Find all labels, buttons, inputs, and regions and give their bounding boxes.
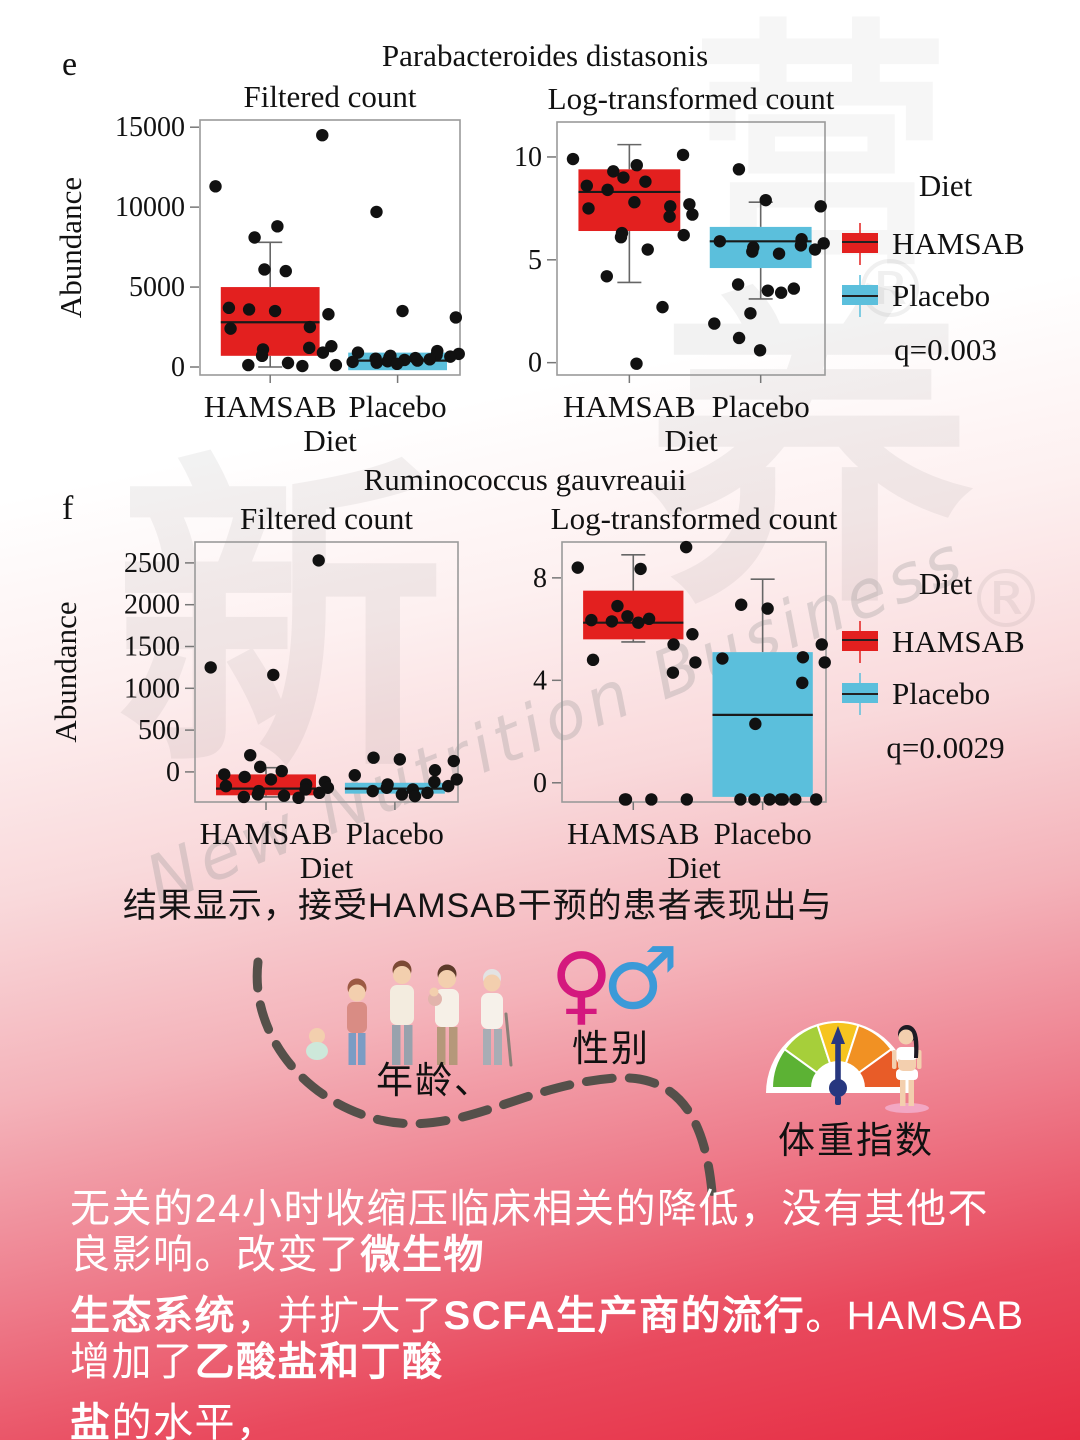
svg-text:2000: 2000: [124, 590, 180, 621]
points-hamsab: [566, 148, 699, 370]
svg-text:5: 5: [528, 245, 542, 276]
svg-text:Placebo: Placebo: [346, 816, 444, 851]
svg-text:Diet: Diet: [664, 423, 718, 458]
svg-text:Diet: Diet: [303, 423, 357, 458]
boxplot-f-log-transformed-count: Log-transformed count 0 4 8 HAMSAB PlaceboDie…: [533, 505, 838, 880]
panel-f-legend: Diet HAMSAB Placebo q=0.0029: [838, 566, 1053, 766]
legend-label: HAMSAB: [892, 624, 1025, 659]
age-label: 年龄、: [376, 1060, 493, 1101]
svg-text:2500: 2500: [124, 548, 180, 579]
points-placebo: [348, 751, 463, 803]
highlighted-term: 盐: [70, 1401, 112, 1440]
legend-item-hamsab: HAMSAB: [838, 616, 1053, 668]
panel-e-legend: Diet HAMSAB Placebo q=0.003: [838, 168, 1053, 368]
svg-text:1000: 1000: [124, 673, 180, 704]
svg-text:0: 0: [171, 352, 185, 383]
svg-text:HAMSAB: HAMSAB: [204, 389, 337, 424]
legend-item-placebo: Placebo: [838, 270, 1053, 322]
svg-text:Abundance: Abundance: [50, 601, 83, 742]
points-placebo: [329, 205, 465, 372]
svg-text:500: 500: [138, 715, 180, 746]
svg-text:15000: 15000: [115, 112, 185, 143]
woman-on-scale-icon: [885, 1025, 929, 1113]
svg-text:Diet: Diet: [667, 850, 721, 880]
placebo-boxplot-swatch-icon: [842, 275, 878, 317]
svg-text:Diet: Diet: [300, 850, 354, 880]
body-text: 。HAMSAB增加了: [70, 1294, 1025, 1384]
caption-text: 结果显示，接受HAMSAB干预的患者表现出与: [123, 887, 833, 925]
box-placebo: [709, 226, 812, 269]
svg-text:Placebo: Placebo: [712, 389, 810, 424]
svg-text:Log-transformed count: Log-transformed count: [548, 81, 835, 116]
highlighted-term: 乙酸盐和丁酸: [194, 1340, 444, 1384]
points-hamsab: [571, 540, 702, 806]
svg-text:0: 0: [528, 348, 542, 379]
body-text: 无关的24小时收缩压临床相关的降低，没有其他不良影响。改变了: [70, 1187, 989, 1277]
svg-text:5000: 5000: [129, 272, 185, 303]
body-text: ，并扩大了: [236, 1294, 444, 1338]
points-placebo: [716, 598, 831, 806]
legend-label: Placebo: [892, 278, 991, 313]
dashed-curve: [252, 957, 717, 1197]
legend-item-placebo: Placebo: [838, 668, 1053, 720]
box-placebo: [712, 652, 813, 797]
bottom-text-line: 盐的水平，: [70, 1400, 1030, 1440]
legend-label: Placebo: [892, 676, 991, 711]
svg-text:10: 10: [514, 142, 542, 173]
legend-item-hamsab: HAMSAB: [838, 218, 1053, 270]
points-hamsab: [209, 128, 338, 373]
svg-text:1500: 1500: [124, 632, 180, 663]
body-text: 的水平，: [111, 1401, 278, 1440]
svg-text:Filtered count: Filtered count: [243, 80, 416, 114]
bottom-text-line: 无关的24小时收缩压临床相关的降低，没有其他不良影响。改变了微生物: [70, 1186, 1030, 1278]
svg-text:HAMSAB: HAMSAB: [563, 389, 696, 424]
bmi-label: 体重指数: [778, 1120, 934, 1161]
legend-title: Diet: [918, 566, 973, 601]
svg-text:Filtered count: Filtered count: [240, 505, 413, 536]
points-hamsab: [204, 554, 335, 805]
female-icon: ♀: [550, 935, 613, 1035]
bottom-text-line: 生态系统，并扩大了SCFA生产商的流行。HAMSAB增加了乙酸盐和丁酸: [70, 1293, 1030, 1385]
boxplot-e-log-transformed-count: Log-transformed count 0 5 10 HAMSAB PlaceboDi…: [514, 81, 835, 458]
bottom-paragraph: 无关的24小时收缩压临床相关的降低，没有其他不良影响。改变了微生物 生态系统，并扩…: [70, 1186, 1030, 1440]
hamsab-boxplot-swatch-icon: [842, 621, 878, 663]
placebo-boxplot-swatch-icon: [842, 673, 878, 715]
boxplot-f-filtered-count: Filtered count 0 500 1000 1500 2000 2500 Abunda…: [50, 505, 463, 880]
svg-text:8: 8: [533, 563, 547, 594]
panel-letter-f: f: [62, 490, 74, 527]
panel-letter-e: e: [62, 46, 78, 83]
panel-e-title: Parabacteroides distasonis: [381, 38, 709, 73]
legend-label: HAMSAB: [892, 226, 1025, 261]
highlighted-term: 生态系统: [70, 1294, 236, 1338]
highlighted-term: 微生物: [360, 1233, 485, 1277]
male-icon: ♂: [602, 929, 680, 1029]
svg-text:HAMSAB: HAMSAB: [567, 816, 700, 851]
age-people-icon: [306, 960, 513, 1067]
boxplot-e-filtered-count: Filtered count 0 5000 10000 15000 Abundance HA…: [55, 80, 465, 458]
q-value: q=0.003: [894, 332, 997, 367]
svg-text:Placebo: Placebo: [349, 389, 447, 424]
points-placebo: [708, 163, 830, 357]
svg-text:0: 0: [533, 768, 547, 799]
hamsab-boxplot-swatch-icon: [842, 223, 878, 265]
q-value: q=0.0029: [886, 730, 1005, 765]
legend-title: Diet: [918, 168, 973, 203]
panel-f-title: Ruminococcus gauvreauii: [363, 462, 687, 497]
svg-text:HAMSAB: HAMSAB: [200, 816, 333, 851]
svg-text:Log-transformed count: Log-transformed count: [551, 505, 838, 536]
svg-text:4: 4: [533, 665, 547, 696]
highlighted-term: SCFA生产商的流行: [443, 1294, 806, 1338]
svg-text:0: 0: [166, 757, 180, 788]
svg-text:10000: 10000: [115, 192, 185, 223]
svg-text:Placebo: Placebo: [714, 816, 812, 851]
gender-label: 性别: [572, 1028, 650, 1069]
svg-text:Abundance: Abundance: [55, 177, 88, 318]
